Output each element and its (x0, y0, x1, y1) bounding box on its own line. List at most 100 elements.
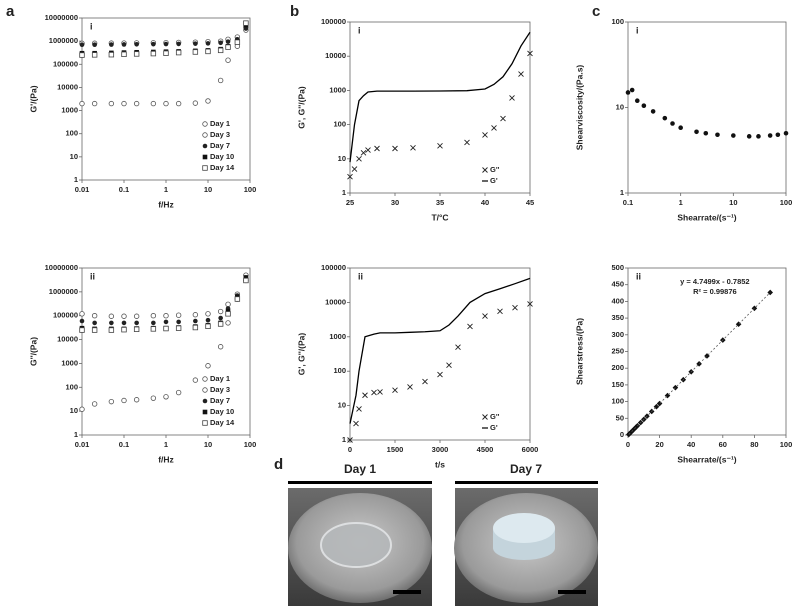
y-tick-label: 10000000 (45, 263, 78, 272)
marker (482, 313, 488, 319)
y-tick-label: 1000 (329, 332, 346, 341)
marker (527, 50, 533, 57)
y-tick-label: 1 (342, 188, 346, 197)
legend-label: Day 1 (210, 374, 230, 383)
series-line (349, 31, 531, 163)
marker (108, 100, 115, 107)
y-tick-label: 10 (70, 152, 78, 161)
marker (92, 42, 97, 48)
x-tick-label: 1 (679, 198, 683, 207)
chart-label: ii (358, 271, 363, 281)
marker (202, 376, 208, 382)
panel-label: d (274, 456, 283, 473)
marker (163, 313, 169, 319)
marker (205, 311, 211, 317)
marker (150, 100, 157, 107)
marker (347, 437, 353, 443)
legend-label: G'' (490, 165, 500, 174)
y-tick-label: 100 (65, 129, 78, 138)
y-tick-label: 100 (333, 366, 346, 375)
marker (243, 277, 249, 284)
panel-label: b (290, 3, 299, 20)
y-tick-label: 100 (65, 382, 78, 391)
marker (192, 49, 199, 55)
y-tick-label: 100000 (321, 17, 346, 26)
marker (91, 52, 98, 58)
x-tick-label: 1 (164, 185, 168, 194)
marker (205, 41, 211, 46)
marker (205, 323, 211, 329)
photo-label: Day 1 (344, 462, 376, 476)
marker (392, 145, 398, 152)
marker (446, 362, 452, 368)
marker (482, 167, 488, 173)
marker (225, 44, 231, 50)
marker (347, 173, 353, 180)
marker (202, 387, 208, 393)
legend-label: Day 3 (210, 130, 230, 139)
marker (664, 392, 671, 399)
chart-label: ii (636, 271, 641, 281)
marker (775, 132, 781, 138)
marker (133, 100, 140, 107)
photo-label: Day 7 (510, 462, 542, 476)
y-tick-label: 1000000 (49, 36, 78, 45)
x-axis-label: Shearrate/(s⁻¹) (677, 454, 736, 464)
x-tick-label: 100 (244, 440, 257, 449)
legend-label: G'' (490, 412, 500, 421)
marker (243, 20, 249, 26)
marker (703, 130, 709, 136)
marker (783, 130, 789, 136)
legend-label: Day 10 (210, 407, 234, 416)
marker (79, 311, 85, 317)
y-tick-label: 10000 (57, 82, 78, 91)
marker (176, 41, 181, 47)
marker (175, 312, 182, 318)
series-line (349, 277, 531, 424)
marker (202, 409, 208, 415)
marker (133, 51, 140, 57)
marker (193, 318, 198, 324)
x-tick-label: 1500 (387, 445, 404, 454)
marker (362, 392, 368, 399)
x-tick-label: 40 (481, 198, 489, 207)
marker (176, 319, 181, 325)
marker (121, 397, 127, 404)
x-tick-label: 35 (436, 198, 444, 207)
marker (202, 420, 208, 426)
marker (79, 42, 85, 48)
y-tick-label: 10000 (325, 51, 346, 60)
y-tick-label: 150 (611, 380, 624, 389)
marker (217, 321, 224, 327)
y-tick-label: 1000000 (49, 287, 78, 296)
y-tick-label: 10 (70, 406, 78, 415)
marker (79, 318, 85, 324)
marker (175, 100, 182, 107)
marker (410, 144, 416, 151)
marker (634, 98, 640, 104)
marker (92, 320, 97, 326)
marker (482, 414, 488, 420)
x-tick-label: 6000 (522, 445, 539, 454)
marker (670, 121, 675, 126)
marker (527, 301, 533, 307)
x-tick-label: 10 (729, 198, 737, 207)
trendline (628, 292, 771, 435)
y-tick-label: 250 (611, 346, 624, 355)
marker (79, 406, 85, 412)
legend-label: Day 14 (210, 418, 235, 427)
marker (225, 57, 231, 63)
marker (351, 166, 358, 172)
y-tick-label: 100000 (53, 59, 78, 68)
photo-day1: Day 1 (288, 462, 432, 606)
x-tick-label: 0.01 (75, 185, 90, 194)
marker (91, 100, 98, 107)
marker (217, 344, 224, 350)
x-tick-label: 100 (780, 198, 793, 207)
x-tick-label: 60 (719, 440, 727, 449)
marker (175, 389, 182, 396)
plot-frame (349, 267, 531, 441)
divider (288, 481, 432, 484)
marker (509, 95, 515, 101)
